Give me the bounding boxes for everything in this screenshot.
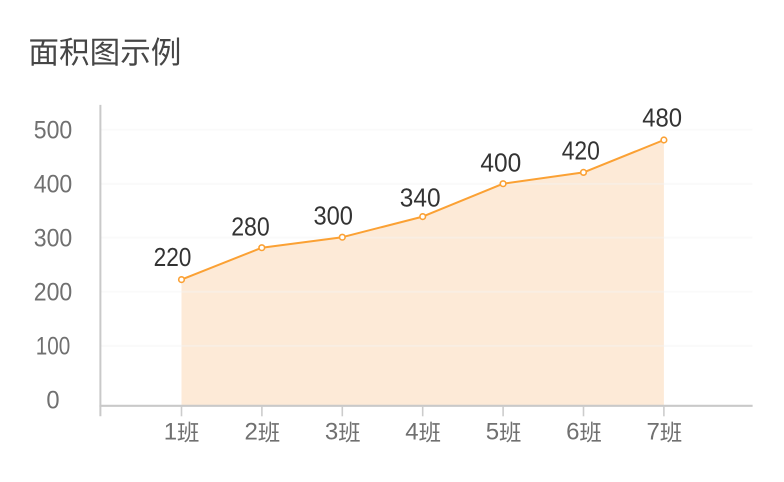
svg-text:4: 4 [405,419,418,446]
svg-text:400: 400 [480,149,521,177]
svg-text:300: 300 [313,202,353,230]
svg-text:280: 280 [231,213,270,241]
svg-text:100: 100 [36,333,71,361]
svg-text:5: 5 [486,419,499,446]
svg-text:6: 6 [566,419,579,446]
svg-text:480: 480 [642,105,682,133]
svg-text:2: 2 [245,419,258,446]
svg-text:420: 420 [562,137,600,165]
svg-text:300: 300 [34,224,73,252]
svg-text:340: 340 [400,184,441,212]
svg-text:220: 220 [154,244,192,272]
svg-text:200: 200 [34,279,73,307]
svg-text:0: 0 [46,387,59,415]
svg-text:400: 400 [34,171,73,199]
svg-text:500: 500 [34,117,73,145]
svg-text:7: 7 [647,419,660,446]
svg-text:3: 3 [325,419,338,446]
svg-text:1: 1 [164,419,177,446]
